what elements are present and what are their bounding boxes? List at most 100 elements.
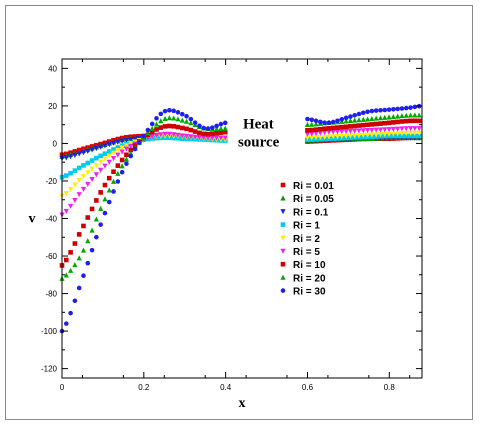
- data-point: [210, 125, 215, 130]
- data-point: [305, 116, 310, 122]
- data-point: [162, 131, 168, 137]
- data-point: [115, 170, 121, 176]
- data-point: [378, 107, 383, 113]
- data-point: [128, 137, 134, 143]
- data-point: [106, 159, 112, 165]
- data-point: [347, 117, 354, 124]
- data-point: [119, 138, 125, 144]
- data-point: [106, 199, 112, 205]
- data-point: [373, 127, 379, 133]
- data-point: [184, 126, 189, 132]
- data-point: [343, 118, 349, 124]
- data-point: [412, 118, 418, 124]
- data-point: [214, 130, 219, 136]
- data-point: [94, 198, 99, 203]
- heat-source-annotation: Heat: [243, 116, 274, 132]
- data-point: [188, 116, 194, 122]
- data-point: [369, 122, 375, 127]
- data-point: [403, 112, 409, 118]
- data-point: [162, 115, 168, 122]
- data-point: [68, 170, 73, 176]
- data-point: [399, 131, 405, 137]
- data-point: [214, 123, 219, 129]
- data-point: [175, 132, 181, 138]
- data-point: [171, 132, 177, 138]
- data-point: [317, 130, 323, 136]
- data-point: [89, 247, 95, 253]
- data-point: [326, 134, 332, 140]
- data-point: [399, 119, 405, 124]
- data-point: [166, 115, 172, 121]
- data-point: [218, 130, 224, 135]
- data-point: [128, 141, 134, 147]
- data-point: [318, 119, 323, 125]
- legend-entry: Ri = 1: [280, 221, 320, 232]
- data-point: [309, 127, 315, 133]
- data-point: [85, 215, 91, 220]
- data-point: [378, 121, 383, 126]
- data-point: [132, 136, 138, 142]
- legend-marker: [280, 195, 286, 201]
- data-point: [334, 134, 341, 140]
- data-point: [335, 118, 340, 124]
- data-point: [339, 129, 345, 135]
- data-point: [304, 131, 311, 137]
- data-point: [210, 131, 215, 137]
- data-point: [188, 134, 194, 140]
- data-point: [395, 119, 400, 125]
- data-point: [115, 179, 121, 184]
- data-point: [399, 106, 405, 111]
- data-point: [309, 135, 315, 141]
- y-tick-label: -100: [41, 327, 58, 336]
- data-point: [149, 134, 155, 140]
- data-point: [412, 112, 418, 118]
- data-point: [171, 108, 176, 114]
- data-point: [201, 131, 207, 137]
- data-point: [85, 260, 91, 266]
- legend-marker: [280, 248, 286, 254]
- plot-area: [61, 58, 423, 379]
- data-point: [149, 125, 155, 131]
- x-tick-label: 0.6: [302, 383, 314, 392]
- data-point: [364, 128, 371, 134]
- data-point: [382, 127, 388, 133]
- legend-entry: Ri = 5: [280, 247, 320, 258]
- data-point: [412, 133, 418, 139]
- data-point: [322, 134, 328, 140]
- data-point: [369, 132, 375, 138]
- data-point: [313, 121, 319, 127]
- data-point: [373, 121, 379, 127]
- data-point: [192, 129, 198, 134]
- data-point: [85, 181, 91, 188]
- series-8: [59, 103, 422, 334]
- data-point: [395, 113, 401, 119]
- y-tick-label: -40: [45, 215, 57, 224]
- data-point: [313, 135, 319, 141]
- data-point: [382, 131, 388, 138]
- data-point: [222, 129, 228, 135]
- data-point: [395, 131, 401, 137]
- data-point: [93, 172, 99, 178]
- legend-label: Ri = 30: [293, 287, 326, 298]
- data-point: [123, 146, 130, 152]
- data-point: [98, 144, 104, 150]
- y-tick-label: 20: [48, 102, 57, 111]
- data-point: [145, 135, 151, 141]
- data-point: [360, 110, 366, 116]
- y-axis-title: v: [29, 212, 36, 227]
- data-point: [123, 137, 130, 143]
- data-point: [360, 122, 366, 128]
- data-point: [145, 130, 151, 136]
- data-point: [197, 130, 202, 136]
- legend-label: Ri = 0.05: [293, 194, 334, 205]
- legend-label: Ri = 10: [293, 260, 326, 271]
- data-point: [80, 150, 87, 156]
- data-point: [218, 125, 224, 131]
- data-point: [128, 153, 134, 159]
- legend-entry: Ri = 0.05: [280, 194, 334, 205]
- data-point: [89, 166, 95, 172]
- data-point: [183, 118, 190, 124]
- data-point: [214, 126, 220, 132]
- data-point: [364, 132, 371, 138]
- data-point: [360, 128, 366, 134]
